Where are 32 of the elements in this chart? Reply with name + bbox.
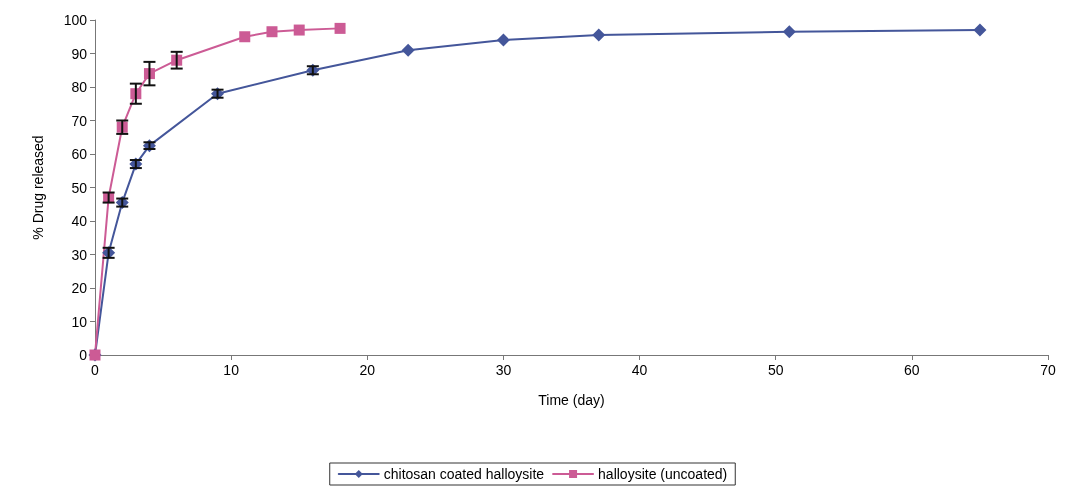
x-tick-label: 30 xyxy=(495,362,512,378)
point xyxy=(496,33,510,47)
y-axis-title: % Drug released xyxy=(30,135,46,240)
y-tick-label: 70 xyxy=(71,112,88,129)
y-tick-label: 90 xyxy=(71,45,88,62)
legend-label: halloysite (uncoated) xyxy=(598,466,728,482)
y-tick-label: 60 xyxy=(71,146,88,162)
point xyxy=(334,22,346,34)
y-tick-label: 0 xyxy=(79,347,88,363)
x-tick-label: 70 xyxy=(1040,362,1056,378)
point xyxy=(592,28,606,42)
x-tick-label: 10 xyxy=(223,362,240,378)
point xyxy=(782,25,796,39)
y-tick-label: 20 xyxy=(71,280,88,296)
x-tick-label: 20 xyxy=(359,362,376,378)
y-tick-label: 100 xyxy=(63,12,88,28)
y-tick-label: 30 xyxy=(71,246,88,263)
y-tick-label: 80 xyxy=(71,79,88,95)
y-tick-label: 10 xyxy=(71,313,88,330)
x-tick-label: 50 xyxy=(767,362,784,378)
x-axis-title: Time (day) xyxy=(538,392,605,408)
y-tick-label: 40 xyxy=(71,213,88,229)
x-tick-label: 40 xyxy=(631,362,648,378)
y-tick-label: 50 xyxy=(71,179,88,196)
point xyxy=(266,26,278,38)
point xyxy=(293,24,305,36)
point xyxy=(401,43,415,57)
legend-label: chitosan coated halloysite xyxy=(383,466,545,482)
x-tick-label: 0 xyxy=(91,362,100,378)
point xyxy=(239,31,251,43)
point xyxy=(973,23,987,37)
x-tick-label: 60 xyxy=(904,362,920,378)
